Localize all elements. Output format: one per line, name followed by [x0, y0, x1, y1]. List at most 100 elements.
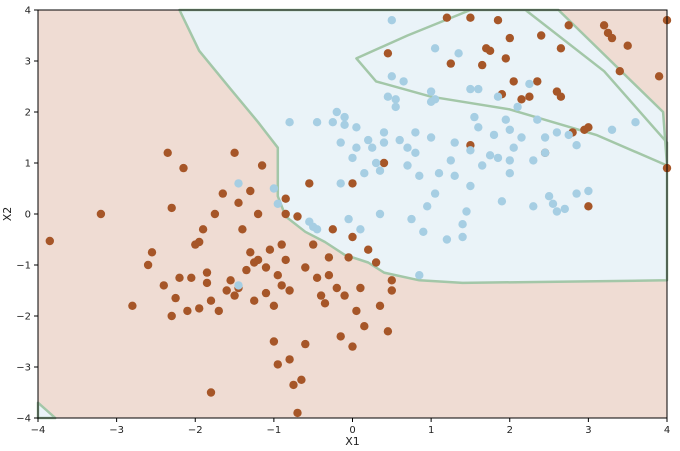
y-tick-label: −1: [16, 261, 31, 272]
point-class-a: [654, 72, 664, 81]
point-class-a: [584, 123, 593, 132]
point-class-b: [474, 84, 483, 94]
point-class-b: [360, 169, 369, 178]
point-class-a: [277, 240, 286, 249]
point-class-b: [552, 207, 562, 216]
point-class-a: [348, 179, 357, 188]
point-class-b: [356, 225, 365, 234]
point-class-b: [466, 84, 475, 94]
point-class-a: [253, 209, 263, 219]
point-class-b: [458, 220, 467, 229]
point-class-b: [379, 138, 389, 147]
point-class-a: [147, 248, 157, 257]
point-class-a: [195, 304, 204, 313]
point-class-b: [423, 202, 432, 211]
x-tick-label: 3: [585, 425, 591, 436]
point-class-b: [529, 202, 538, 211]
y-tick-label: −2: [16, 312, 31, 323]
point-class-a: [273, 271, 282, 280]
point-class-a: [246, 186, 255, 196]
point-class-b: [466, 146, 475, 155]
point-class-b: [430, 44, 440, 53]
point-class-b: [415, 171, 424, 180]
point-class-a: [312, 273, 322, 282]
y-tick-label: 4: [25, 6, 31, 17]
point-class-b: [505, 156, 514, 165]
point-class-b: [584, 186, 593, 196]
point-class-a: [466, 13, 475, 22]
point-class-a: [352, 306, 361, 316]
point-class-b: [509, 143, 518, 152]
point-class-a: [96, 209, 106, 219]
point-class-a: [143, 260, 153, 270]
point-class-b: [371, 158, 381, 168]
point-class-b: [434, 169, 444, 178]
x-tick-label: 1: [428, 425, 434, 436]
point-class-b: [548, 199, 558, 208]
point-class-a: [269, 301, 279, 310]
point-class-b: [234, 281, 243, 290]
point-class-b: [407, 214, 416, 224]
point-class-a: [371, 258, 381, 267]
point-class-a: [324, 271, 334, 280]
point-class-b: [269, 184, 279, 193]
point-class-b: [403, 143, 412, 152]
point-class-a: [210, 209, 220, 219]
point-class-b: [478, 161, 487, 170]
point-class-b: [572, 189, 581, 198]
point-class-a: [214, 306, 223, 316]
point-class-a: [230, 148, 239, 157]
point-class-b: [497, 197, 507, 206]
point-class-a: [222, 286, 231, 295]
point-class-a: [289, 380, 298, 390]
point-class-a: [45, 236, 54, 246]
point-class-a: [509, 77, 518, 86]
point-class-a: [195, 237, 204, 247]
point-class-b: [505, 125, 514, 134]
point-class-a: [533, 77, 542, 86]
point-class-b: [411, 148, 420, 157]
x-axis-label: X1: [345, 435, 360, 448]
point-class-b: [501, 115, 510, 124]
point-class-a: [442, 13, 452, 22]
point-class-b: [517, 133, 526, 142]
point-class-b: [387, 72, 396, 81]
point-class-b: [426, 133, 436, 142]
point-class-b: [450, 171, 459, 180]
point-class-a: [253, 255, 263, 265]
point-class-a: [505, 33, 514, 43]
point-class-a: [171, 293, 180, 303]
point-class-a: [167, 311, 176, 321]
y-tick-label: −4: [16, 414, 31, 425]
point-class-b: [540, 148, 550, 157]
x-axis-ticks: −4 −3 −2 −1 0 1 2 3 4: [31, 418, 670, 436]
point-class-a: [234, 198, 243, 207]
point-class-a: [387, 276, 396, 285]
point-class-b: [383, 92, 393, 101]
y-tick-label: −3: [16, 363, 31, 374]
point-class-a: [202, 268, 212, 277]
point-class-a: [375, 301, 385, 310]
point-class-a: [485, 46, 495, 55]
point-class-a: [281, 209, 290, 219]
point-class-b: [572, 141, 581, 150]
y-tick-label: 1: [25, 159, 31, 170]
point-class-a: [273, 360, 282, 369]
point-class-a: [599, 21, 609, 30]
point-class-b: [399, 77, 408, 86]
point-class-a: [187, 273, 196, 282]
point-class-a: [493, 16, 503, 25]
point-class-b: [485, 151, 495, 160]
point-class-a: [301, 339, 310, 349]
point-class-b: [426, 87, 436, 96]
point-class-b: [403, 161, 412, 170]
point-class-b: [352, 143, 361, 152]
point-class-b: [332, 107, 341, 117]
point-class-b: [368, 143, 377, 152]
point-class-a: [383, 327, 393, 336]
point-class-a: [293, 212, 302, 221]
point-class-a: [387, 286, 396, 295]
point-class-b: [234, 179, 243, 188]
point-class-b: [430, 95, 440, 104]
point-class-a: [285, 286, 294, 295]
